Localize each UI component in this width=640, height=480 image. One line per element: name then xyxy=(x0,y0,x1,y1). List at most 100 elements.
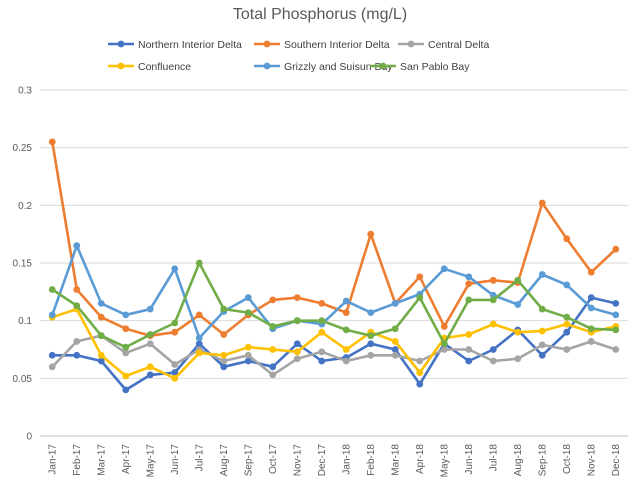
legend-label: Northern Interior Delta xyxy=(138,39,242,51)
data-point xyxy=(171,319,179,327)
data-point xyxy=(48,286,56,293)
data-point xyxy=(416,380,424,388)
y-tick-label: 0.05 xyxy=(13,374,33,385)
data-point xyxy=(416,357,424,365)
gridlines xyxy=(40,89,628,437)
x-tick-label: Jan-18 xyxy=(341,444,352,475)
data-point xyxy=(171,369,179,376)
x-tick-label: Feb-17 xyxy=(72,444,83,476)
data-point xyxy=(563,328,571,336)
data-point xyxy=(367,332,375,340)
data-point xyxy=(367,230,375,238)
x-tick-label: May-17 xyxy=(145,444,156,478)
data-point xyxy=(391,325,399,333)
data-point xyxy=(122,343,130,351)
legend-entry: Southern Interior Delta xyxy=(254,39,390,51)
data-point xyxy=(342,309,350,316)
data-point xyxy=(587,338,595,345)
legend-swatch-marker xyxy=(407,40,415,48)
x-tick-label: Nov-18 xyxy=(586,444,597,477)
data-point xyxy=(514,355,522,363)
x-tick-label: Dec-18 xyxy=(611,444,622,477)
data-point xyxy=(465,273,473,281)
series-0 xyxy=(48,294,620,394)
x-tick-label: Nov-17 xyxy=(292,444,303,477)
x-tick-label: Sep-17 xyxy=(243,444,254,477)
data-point xyxy=(465,296,473,304)
data-point xyxy=(391,346,399,353)
data-point xyxy=(97,351,105,359)
data-point xyxy=(318,317,326,325)
data-point xyxy=(195,340,203,348)
data-point xyxy=(171,361,179,368)
data-point xyxy=(97,357,105,365)
data-point xyxy=(587,294,595,301)
data-point xyxy=(146,371,154,379)
legend-swatch-marker xyxy=(117,40,125,48)
data-point xyxy=(538,305,546,313)
data-point xyxy=(171,265,179,273)
series-5 xyxy=(48,259,620,351)
data-point xyxy=(73,242,81,250)
legend-entry: San Pablo Bay xyxy=(370,61,470,73)
data-point xyxy=(269,363,277,371)
data-point xyxy=(318,328,326,336)
x-tick-label: Jun-18 xyxy=(464,444,475,475)
legend-label: Confluence xyxy=(138,61,191,73)
data-point xyxy=(220,351,228,359)
data-point xyxy=(367,340,375,348)
legend-entry: Northern Interior Delta xyxy=(108,39,242,51)
data-point xyxy=(269,296,277,304)
data-point xyxy=(465,357,473,365)
data-point xyxy=(48,311,56,319)
x-axis-ticks: Jan-17 Feb-17 Mar-17 Apr-17 May-17 Jun-17 Jul-… xyxy=(47,444,622,478)
data-point xyxy=(465,331,473,338)
data-point xyxy=(416,273,424,281)
y-tick-label: 0.2 xyxy=(18,201,32,212)
data-point xyxy=(195,349,203,357)
data-point xyxy=(489,357,497,365)
y-tick-label: 0.3 xyxy=(18,86,32,97)
data-point xyxy=(195,334,203,342)
y-tick-label: 0 xyxy=(26,432,32,443)
data-point xyxy=(195,259,203,267)
data-point xyxy=(563,346,571,353)
x-tick-label: Jul-17 xyxy=(194,444,205,472)
data-point xyxy=(293,340,301,348)
data-point xyxy=(465,280,473,288)
series-line xyxy=(51,307,617,380)
series-line xyxy=(51,141,617,338)
series-3 xyxy=(48,305,620,382)
legend-label: Central Delta xyxy=(428,39,489,51)
data-point xyxy=(612,245,620,253)
x-tick-label: Feb-18 xyxy=(366,444,377,476)
data-point xyxy=(440,265,448,273)
legend-label: San Pablo Bay xyxy=(400,61,470,73)
legend-swatch-marker xyxy=(263,62,271,70)
legend-label: Grizzly and Suisun Bay xyxy=(284,61,393,73)
data-point xyxy=(538,199,546,207)
data-point xyxy=(220,363,228,371)
data-point xyxy=(97,332,105,340)
data-point xyxy=(416,369,424,376)
data-point xyxy=(122,349,130,357)
data-point xyxy=(342,297,350,305)
legend-swatch-marker xyxy=(117,62,125,70)
data-point xyxy=(391,338,399,345)
legend-swatch-marker xyxy=(379,62,387,70)
data-point xyxy=(563,320,571,328)
data-point xyxy=(440,340,448,348)
data-point xyxy=(612,311,620,319)
chart-title: Total Phosphorus (mg/L) xyxy=(233,6,407,23)
data-point xyxy=(244,309,252,316)
series-line xyxy=(51,244,617,340)
data-point xyxy=(367,351,375,359)
series-2 xyxy=(48,332,620,379)
data-point xyxy=(318,348,326,356)
data-point xyxy=(293,355,301,363)
data-point xyxy=(538,271,546,278)
y-tick-label: 0.1 xyxy=(18,316,32,327)
x-tick-label: Jul-18 xyxy=(488,444,499,472)
data-point xyxy=(587,268,595,276)
x-tick-label: Mar-18 xyxy=(390,444,401,476)
